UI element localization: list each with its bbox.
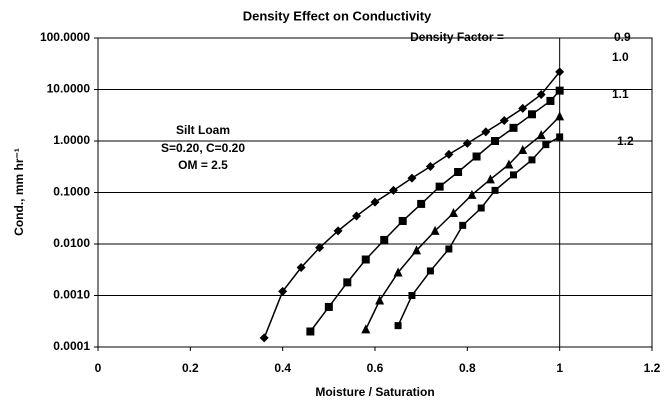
marker: [296, 262, 306, 272]
x-tick-label: 0.4: [274, 361, 291, 375]
x-tick-label: 0: [95, 361, 102, 375]
marker: [518, 103, 528, 113]
annotation: S=0.20, C=0.20: [161, 141, 245, 155]
marker: [315, 243, 325, 253]
legend-label: 1.1: [612, 87, 629, 101]
marker: [407, 173, 417, 183]
marker: [412, 245, 422, 255]
marker: [510, 171, 517, 179]
marker: [393, 267, 403, 277]
marker: [504, 159, 514, 169]
x-axis-label: Moisture / Saturation: [315, 385, 434, 399]
marker: [536, 89, 546, 99]
marker: [324, 302, 333, 311]
marker: [481, 127, 491, 137]
y-tick-label: 1.0000: [53, 133, 90, 147]
marker: [485, 174, 495, 184]
marker: [542, 141, 550, 149]
marker: [499, 116, 509, 126]
legend-label: 1.2: [617, 134, 634, 148]
x-tick-label: 0.2: [182, 361, 199, 375]
y-tick-label: 100.0000: [40, 30, 90, 44]
marker: [398, 216, 407, 225]
marker: [417, 199, 426, 208]
marker: [343, 278, 352, 287]
marker: [444, 149, 454, 159]
annotation: Silt Loam: [176, 123, 230, 137]
marker: [555, 67, 565, 77]
marker: [555, 111, 565, 121]
y-tick-label: 0.0001: [53, 339, 90, 353]
marker: [459, 221, 467, 229]
chart-title: Density Effect on Conductivity: [243, 8, 432, 23]
marker: [375, 295, 385, 305]
x-tick-label: 0.8: [459, 361, 476, 375]
x-tick-label: 0.6: [367, 361, 384, 375]
marker: [518, 144, 528, 154]
marker: [546, 96, 555, 105]
marker: [352, 211, 362, 221]
marker: [278, 286, 288, 296]
marker: [454, 168, 463, 177]
marker: [426, 267, 434, 275]
annotation: OM = 2.5: [178, 158, 228, 172]
marker: [394, 322, 402, 330]
marker: [555, 86, 564, 95]
y-axis-label: Cond., mm hr⁻¹: [12, 148, 26, 236]
legend-title: Density Factor =: [410, 30, 504, 44]
marker: [536, 130, 546, 140]
marker: [448, 207, 458, 217]
marker: [509, 123, 518, 132]
marker: [445, 245, 453, 253]
marker: [528, 156, 536, 164]
marker: [462, 138, 472, 148]
marker: [259, 333, 269, 343]
marker: [556, 133, 564, 141]
marker: [425, 161, 435, 171]
series-line: [365, 115, 561, 330]
marker: [472, 152, 481, 161]
legend-label: 1.0: [612, 50, 629, 64]
marker: [408, 292, 416, 299]
marker: [380, 235, 389, 244]
marker: [306, 327, 315, 336]
marker: [477, 204, 485, 212]
marker: [491, 137, 500, 145]
legend-label: 0.9: [614, 30, 631, 44]
y-tick-label: 10.0000: [47, 82, 91, 96]
x-tick-label: 1.2: [644, 361, 661, 375]
marker: [491, 186, 499, 194]
y-tick-label: 0.1000: [53, 185, 90, 199]
marker: [467, 189, 477, 199]
marker: [435, 182, 444, 191]
y-tick-label: 0.0010: [53, 288, 90, 302]
series-line: [397, 136, 561, 326]
marker: [333, 226, 343, 236]
marker: [370, 197, 380, 207]
marker: [430, 225, 440, 235]
x-tick-label: 1: [556, 361, 563, 375]
marker: [361, 324, 371, 334]
marker: [388, 185, 398, 195]
y-tick-label: 0.0100: [53, 236, 90, 250]
marker: [527, 110, 536, 119]
marker: [361, 255, 370, 264]
